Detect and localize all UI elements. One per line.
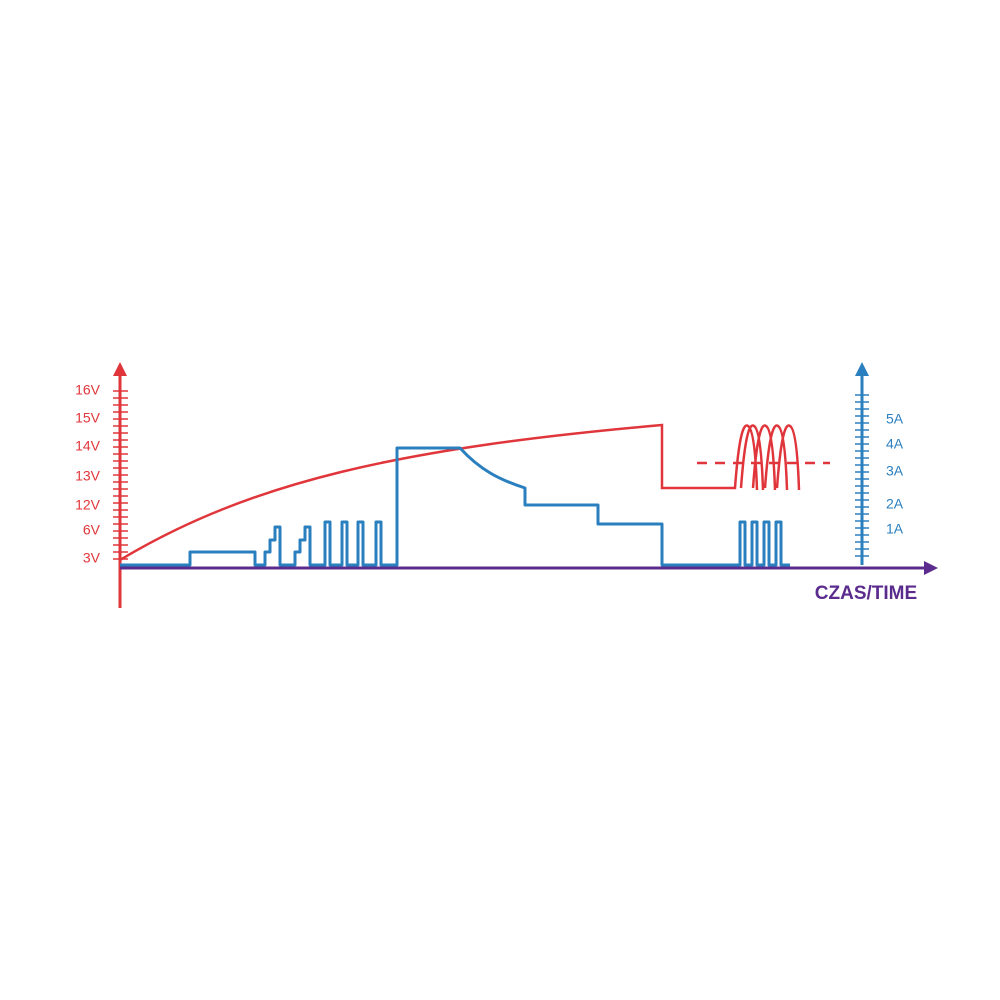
voltage-label: 12V [75,497,101,513]
time-axis-label: CZAS/TIME [815,583,917,604]
right-axis-arrow [855,362,869,376]
time-axis-arrow [924,561,938,575]
voltage-label: 13V [75,468,101,484]
current-label: 2A [886,496,904,512]
current-label: 4A [886,436,904,452]
voltage-label: 3V [83,550,101,566]
current-label: 1A [886,521,904,537]
voltage-label: 16V [75,382,101,398]
current-curve [120,446,790,567]
current-label: 5A [886,411,904,427]
voltage-label: 15V [75,410,101,426]
left-axis-arrow [113,362,127,376]
voltage-curve [119,423,801,562]
current-label: 3A [886,463,904,479]
voltage-label: 6V [83,522,101,538]
voltage-label: 14V [75,438,101,454]
